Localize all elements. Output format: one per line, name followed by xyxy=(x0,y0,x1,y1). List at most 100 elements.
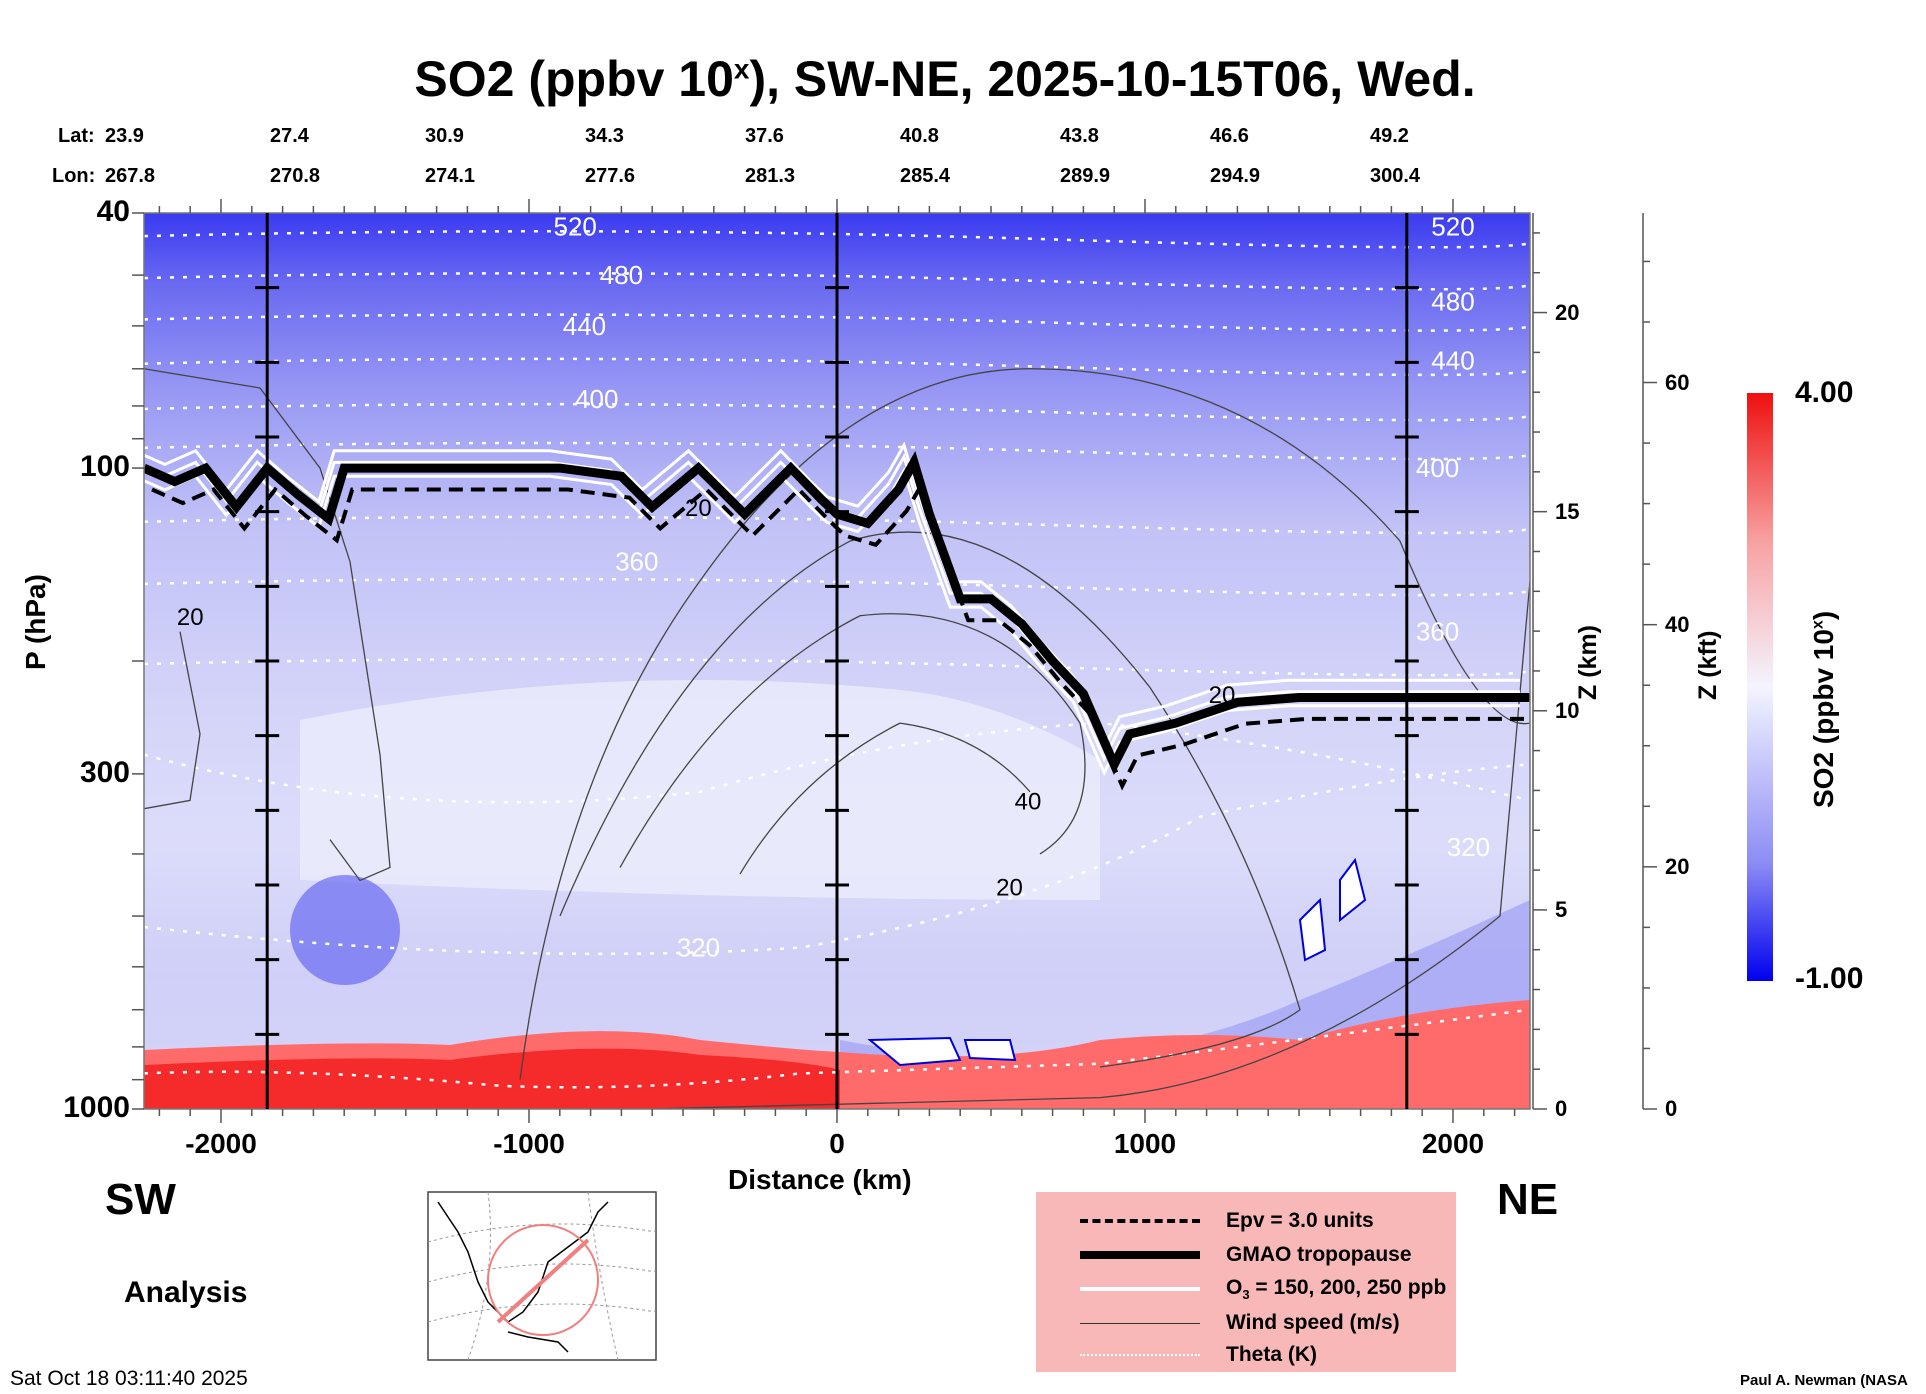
wind-contour xyxy=(144,368,391,882)
y-tick-label: 100 xyxy=(79,450,130,484)
lat-value: 34.3 xyxy=(585,125,624,147)
z-km-tick-label: 10 xyxy=(1555,697,1580,723)
lat-value: 23.9 xyxy=(105,125,144,147)
legend-item-tropopause: GMAO tropopause xyxy=(1080,1240,1412,1270)
masked-patch xyxy=(963,1039,1017,1062)
so2-high-core xyxy=(144,1048,840,1109)
theta-contour xyxy=(144,657,1530,677)
wind-contour xyxy=(619,613,1086,868)
x-tick-label: 0 xyxy=(829,1128,845,1159)
masked-patch xyxy=(1339,857,1367,923)
theta-label: 440 xyxy=(563,311,606,341)
y-tick-label: 40 xyxy=(96,195,130,228)
lat-value: 43.8 xyxy=(1060,125,1099,147)
colorbar xyxy=(1747,393,1773,981)
theta-contour xyxy=(144,357,1530,377)
colorbar-max-label: 4.00 xyxy=(1795,376,1854,409)
theta-contour xyxy=(144,577,1530,597)
so2-blue-band xyxy=(840,900,1530,1060)
lon-value: 289.9 xyxy=(1060,165,1111,187)
lon-label: Lon: xyxy=(52,165,96,187)
wind-label: 20 xyxy=(177,604,204,631)
theta-contour xyxy=(144,272,1530,291)
z-km-ticks xyxy=(1533,232,1547,1110)
z-km-tick-label: 0 xyxy=(1555,1096,1568,1121)
lat-lon-markers xyxy=(255,213,1419,1109)
ozone-contour xyxy=(144,466,1520,777)
theta-label: 320 xyxy=(677,933,720,963)
z-kft-tick-label: 0 xyxy=(1665,1096,1678,1121)
theta-contour xyxy=(144,441,1530,461)
theta-label: 520 xyxy=(1431,212,1474,242)
theta-label: 360 xyxy=(1416,617,1459,647)
so2-low-region xyxy=(300,680,1100,900)
z-kft-tick-label: 40 xyxy=(1665,611,1690,637)
masked-patch xyxy=(867,1036,962,1067)
z-kft-tick-label: 60 xyxy=(1665,369,1690,395)
lon-value: 270.8 xyxy=(270,165,321,187)
colorbar-title: SO2 (ppbv 10x) xyxy=(1808,610,1839,808)
z-km-axis-title: Z (km) xyxy=(1574,625,1602,700)
wind-label: 40 xyxy=(1015,788,1042,815)
legend-item-wind: Wind speed (m/s) xyxy=(1080,1308,1400,1338)
inset-map xyxy=(427,1191,657,1361)
lat-value: 40.8 xyxy=(900,125,939,147)
x-tick-label: 2000 xyxy=(1421,1128,1485,1159)
z-kft-ticks xyxy=(1643,260,1657,1110)
wind-label: 20 xyxy=(685,495,712,522)
y-tick-label: 1000 xyxy=(63,1091,130,1124)
masked-patch xyxy=(1298,897,1327,962)
legend-item-ozone: O3 = 150, 200, 250 ppb xyxy=(1080,1274,1446,1304)
x-tick-label: -1000 xyxy=(493,1128,565,1159)
analysis-label: Analysis xyxy=(124,1276,248,1309)
theta-contour xyxy=(144,721,1530,804)
theta-contour xyxy=(144,763,1530,956)
legend-swatch-thin xyxy=(1080,1322,1200,1324)
legend-swatch-white xyxy=(1080,1287,1200,1291)
theta-contours xyxy=(144,230,1530,1089)
theta-contour xyxy=(144,515,1530,535)
theta-label: 440 xyxy=(1431,346,1474,376)
lon-value: 267.8 xyxy=(105,165,156,187)
lon-value: 281.3 xyxy=(745,165,796,187)
y-axis-title: P (hPa) xyxy=(20,574,51,670)
wind-contour xyxy=(559,531,1301,1068)
lon-value: 285.4 xyxy=(900,165,951,187)
z-km-tick-label: 20 xyxy=(1555,299,1580,325)
chart-title: SO2 (ppbv 10x), SW-NE, 2025-10-15T06, We… xyxy=(414,51,1476,107)
epv-line xyxy=(151,478,1530,791)
z-km-tick-label: 5 xyxy=(1555,896,1568,922)
lon-value: 277.6 xyxy=(585,165,636,187)
z-kft-axis-title: Z (kft) xyxy=(1694,630,1722,700)
wind-labels: 20 20 40 20 20 xyxy=(177,495,1236,902)
theta-contour xyxy=(144,230,1530,249)
x-axis-ticks xyxy=(132,199,1516,1123)
coastline xyxy=(437,1201,609,1323)
wind-contour xyxy=(519,368,1530,1080)
theta-label: 480 xyxy=(1431,287,1474,317)
theta-label: 400 xyxy=(1416,453,1459,483)
lat-value: 30.9 xyxy=(425,125,464,147)
direction-sw: SW xyxy=(105,1175,176,1224)
lon-value: 274.1 xyxy=(425,165,476,187)
wind-label: 20 xyxy=(996,875,1023,902)
x-axis-title: Distance (km) xyxy=(728,1164,912,1195)
legend-item-epv: Epv = 3.0 units xyxy=(1080,1206,1374,1236)
x-tick-label: 1000 xyxy=(1113,1128,1177,1159)
lat-label: Lat: xyxy=(58,125,95,147)
wind-contour xyxy=(739,722,1031,875)
range-circle xyxy=(487,1224,599,1336)
wind-label: 20 xyxy=(1209,682,1236,709)
lat-value: 49.2 xyxy=(1370,125,1409,147)
legend-swatch-thick xyxy=(1080,1251,1200,1259)
lat-value: 37.6 xyxy=(745,125,784,147)
credit: Paul A. Newman (NASA xyxy=(1740,1372,1908,1389)
lon-value: 294.9 xyxy=(1210,165,1261,187)
theta-contour xyxy=(144,402,1530,422)
so2-blue-blob xyxy=(290,875,400,985)
timestamp: Sat Oct 18 03:11:40 2025 xyxy=(10,1367,248,1390)
wind-contour xyxy=(144,631,201,810)
theta-label: 320 xyxy=(1447,832,1490,862)
y-tick-label: 300 xyxy=(79,755,130,789)
